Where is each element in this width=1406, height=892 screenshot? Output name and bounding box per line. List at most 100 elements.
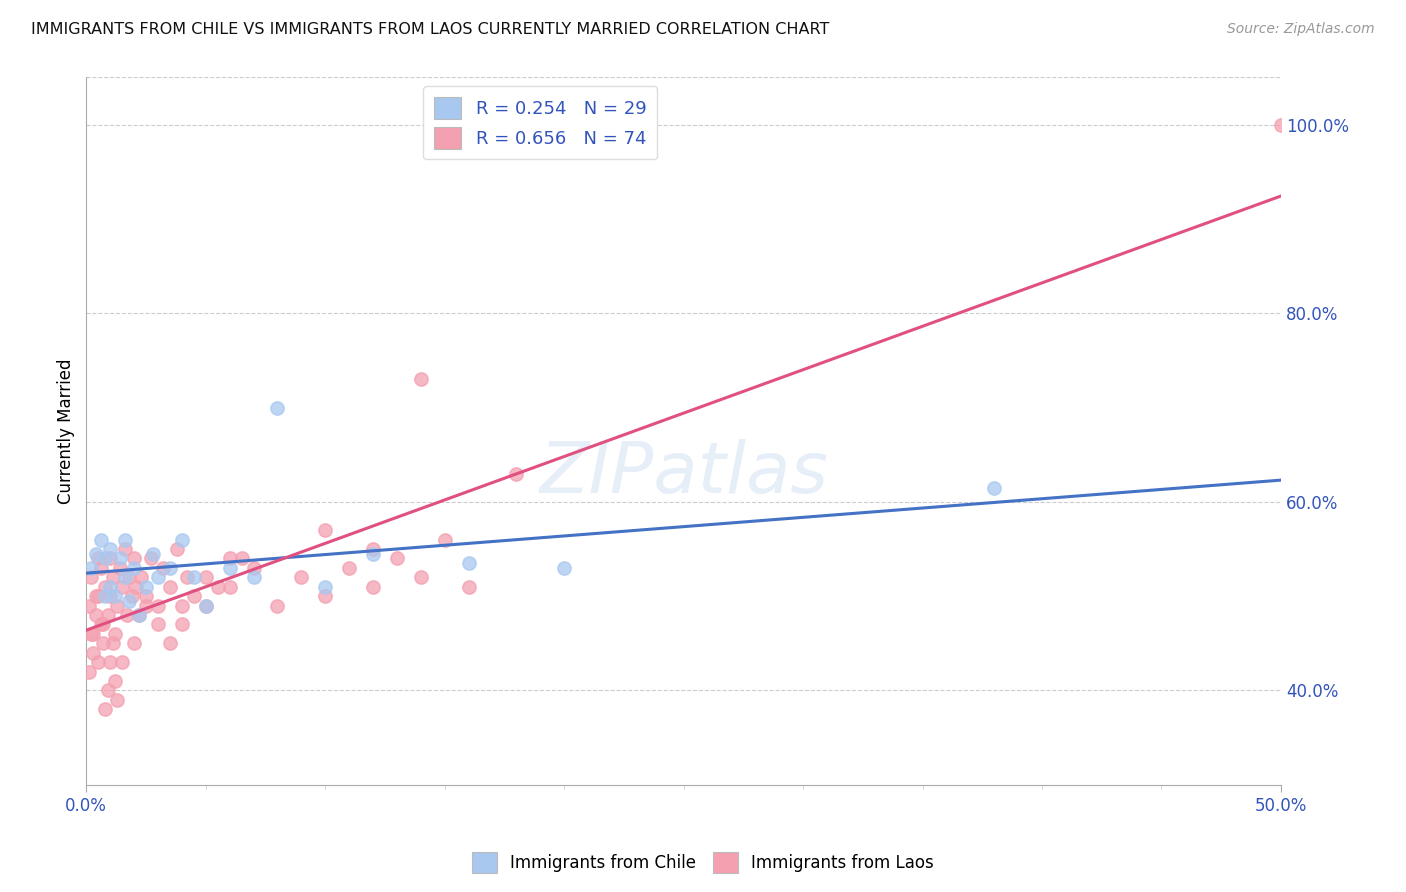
Point <box>194 599 217 613</box>
Point <box>105 599 128 613</box>
Point <box>142 547 165 561</box>
Legend: R = 0.254   N = 29, R = 0.656   N = 74: R = 0.254 N = 29, R = 0.656 N = 74 <box>423 87 657 160</box>
Point <box>80 570 103 584</box>
Point <box>122 551 145 566</box>
Point <box>98 580 121 594</box>
Point <box>94 702 117 716</box>
Point <box>77 665 100 679</box>
Point <box>115 607 138 622</box>
Point <box>146 599 169 613</box>
Point <box>361 547 384 561</box>
Point <box>97 683 120 698</box>
Point <box>118 594 141 608</box>
Point <box>90 533 112 547</box>
Point <box>457 556 479 570</box>
Point <box>457 580 479 594</box>
Point <box>121 589 143 603</box>
Point <box>409 570 432 584</box>
Point <box>87 589 110 603</box>
Point <box>118 570 141 584</box>
Point <box>98 551 121 566</box>
Point <box>111 580 134 594</box>
Point <box>111 655 134 669</box>
Text: Source: ZipAtlas.com: Source: ZipAtlas.com <box>1227 22 1375 37</box>
Point <box>90 561 112 575</box>
Point <box>82 627 104 641</box>
Point <box>82 646 104 660</box>
Point <box>84 547 107 561</box>
Point <box>231 551 253 566</box>
Point <box>337 561 360 575</box>
Point <box>91 636 114 650</box>
Point <box>183 589 205 603</box>
Point <box>87 655 110 669</box>
Point <box>146 570 169 584</box>
Point <box>108 561 131 575</box>
Point <box>218 561 240 575</box>
Point <box>94 551 117 566</box>
Point <box>90 617 112 632</box>
Point <box>104 673 127 688</box>
Point <box>105 693 128 707</box>
Point <box>314 523 336 537</box>
Point <box>266 599 288 613</box>
Point <box>166 541 188 556</box>
Point <box>135 580 157 594</box>
Point <box>505 467 527 481</box>
Point <box>135 599 157 613</box>
Point <box>104 589 127 603</box>
Point <box>94 580 117 594</box>
Point <box>170 533 193 547</box>
Point <box>361 580 384 594</box>
Point <box>314 589 336 603</box>
Point <box>146 617 169 632</box>
Point <box>409 372 432 386</box>
Y-axis label: Currently Married: Currently Married <box>58 359 75 504</box>
Point <box>128 607 150 622</box>
Point <box>98 541 121 556</box>
Point <box>104 627 127 641</box>
Point <box>101 570 124 584</box>
Point <box>135 589 157 603</box>
Point <box>385 551 408 566</box>
Point <box>159 636 181 650</box>
Point <box>122 636 145 650</box>
Point <box>1270 118 1292 132</box>
Point <box>101 636 124 650</box>
Point <box>98 589 121 603</box>
Point <box>207 580 229 594</box>
Point <box>242 561 264 575</box>
Text: IMMIGRANTS FROM CHILE VS IMMIGRANTS FROM LAOS CURRENTLY MARRIED CORRELATION CHAR: IMMIGRANTS FROM CHILE VS IMMIGRANTS FROM… <box>31 22 830 37</box>
Point <box>129 570 152 584</box>
Point <box>139 551 162 566</box>
Point <box>77 599 100 613</box>
Point <box>983 481 1005 495</box>
Text: ZIPatlas: ZIPatlas <box>538 439 828 508</box>
Point <box>114 533 136 547</box>
Point <box>108 551 131 566</box>
Legend: Immigrants from Chile, Immigrants from Laos: Immigrants from Chile, Immigrants from L… <box>465 846 941 880</box>
Point <box>218 551 240 566</box>
Point <box>170 599 193 613</box>
Point <box>84 607 107 622</box>
Point <box>242 570 264 584</box>
Point <box>266 401 288 415</box>
Point <box>290 570 312 584</box>
Point <box>553 561 575 575</box>
Point <box>80 627 103 641</box>
Point <box>170 617 193 632</box>
Point <box>194 599 217 613</box>
Point <box>84 589 107 603</box>
Point <box>218 580 240 594</box>
Point <box>159 561 181 575</box>
Point <box>87 551 110 566</box>
Point <box>80 561 103 575</box>
Point <box>183 570 205 584</box>
Point <box>128 607 150 622</box>
Point <box>94 589 117 603</box>
Point <box>125 580 148 594</box>
Point <box>122 561 145 575</box>
Point <box>91 617 114 632</box>
Point <box>361 541 384 556</box>
Point <box>152 561 174 575</box>
